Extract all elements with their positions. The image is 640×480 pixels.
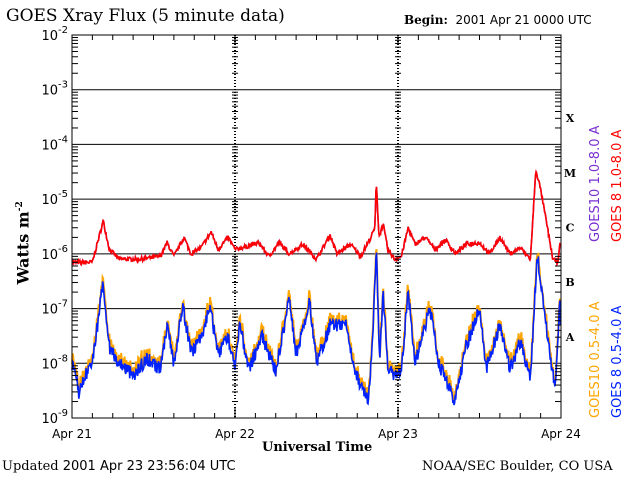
updated-value: 2001 Apr 23 23:56:04 UTC bbox=[62, 459, 236, 474]
updated-time: Updated 2001 Apr 23 23:56:04 UTC bbox=[2, 459, 236, 474]
begin-label: Begin: bbox=[404, 13, 448, 27]
flare-class-label: C bbox=[566, 222, 575, 235]
y-tick-exponent: -7 bbox=[58, 299, 68, 310]
y-tick-exponent: -4 bbox=[58, 134, 68, 145]
y-tick-exponent: -8 bbox=[58, 353, 68, 364]
legend-goes8-long-text: GOES 8 1.0-8.0 A bbox=[610, 129, 625, 242]
y-tick-base: 10 bbox=[41, 138, 58, 153]
legend-goes8-short: GOES 8 0.5-4.0 A bbox=[610, 306, 625, 418]
legend-goes10-short: GOES10 0.5-4.0 A bbox=[588, 301, 603, 418]
series-goes-8-1-0-8-0-a bbox=[71, 169, 561, 267]
y-axis-label-sup: -2 bbox=[15, 201, 26, 212]
y-tick-exponent: -5 bbox=[58, 189, 68, 200]
y-axis-label: Watts m-2 bbox=[14, 201, 33, 284]
y-tick-label: 10-8 bbox=[41, 353, 68, 372]
source-credit: NOAA/SEC Boulder, CO USA bbox=[422, 459, 613, 474]
y-tick-base: 10 bbox=[41, 84, 58, 99]
y-tick-label: 10-7 bbox=[41, 299, 68, 318]
y-tick-base: 10 bbox=[41, 357, 58, 372]
y-tick-label: 10-2 bbox=[41, 25, 68, 44]
begin-time: Begin: 2001 Apr 21 0000 UTC bbox=[404, 13, 592, 27]
y-tick-base: 10 bbox=[41, 29, 58, 44]
y-tick-label: 10-9 bbox=[41, 408, 68, 427]
y-tick-base: 10 bbox=[41, 303, 58, 318]
y-tick-label: 10-4 bbox=[41, 134, 68, 153]
series-goes10-0-5-4-0-a bbox=[71, 248, 562, 403]
flare-class-label: M bbox=[564, 167, 576, 180]
chart-title: GOES Xray Flux (5 minute data) bbox=[6, 6, 285, 26]
y-tick-base: 10 bbox=[41, 193, 58, 208]
legend-goes8-short-text: GOES 8 0.5-4.0 A bbox=[610, 305, 625, 418]
flare-class-label: B bbox=[565, 276, 574, 289]
flare-class-label: A bbox=[565, 331, 575, 344]
x-axis-label: Universal Time bbox=[262, 440, 373, 455]
y-tick-exponent: -2 bbox=[58, 25, 68, 36]
y-tick-label: 10-3 bbox=[41, 80, 68, 99]
begin-value: 2001 Apr 21 0000 UTC bbox=[455, 13, 592, 27]
series-goes-8-0-5-4-0-a bbox=[71, 252, 562, 406]
legend-goes8-long: GOES 8 1.0-8.0 A bbox=[610, 130, 625, 242]
legend-goes10-short-text: GOES10 0.5-4.0 A bbox=[588, 301, 603, 418]
legend-goes10-long-text: GOES10 1.0-8.0 A bbox=[588, 125, 603, 242]
updated-label: Updated bbox=[2, 459, 59, 474]
flare-class-label: X bbox=[566, 112, 575, 125]
y-tick-label: 10-5 bbox=[41, 189, 68, 208]
x-tick-label: Apr 21 bbox=[52, 427, 92, 441]
y-tick-exponent: -6 bbox=[58, 244, 68, 255]
y-axis-label-text: Watts m bbox=[13, 211, 33, 285]
y-tick-exponent: -9 bbox=[58, 408, 68, 419]
y-tick-base: 10 bbox=[41, 412, 58, 427]
x-tick-label: Apr 22 bbox=[215, 427, 255, 441]
y-tick-exponent: -3 bbox=[58, 80, 68, 91]
legend-goes10-long: GOES10 1.0-8.0 A bbox=[588, 125, 603, 242]
y-tick-base: 10 bbox=[41, 248, 58, 263]
x-tick-label: Apr 24 bbox=[541, 427, 581, 441]
y-tick-label: 10-6 bbox=[41, 244, 68, 263]
x-tick-label: Apr 23 bbox=[378, 427, 418, 441]
